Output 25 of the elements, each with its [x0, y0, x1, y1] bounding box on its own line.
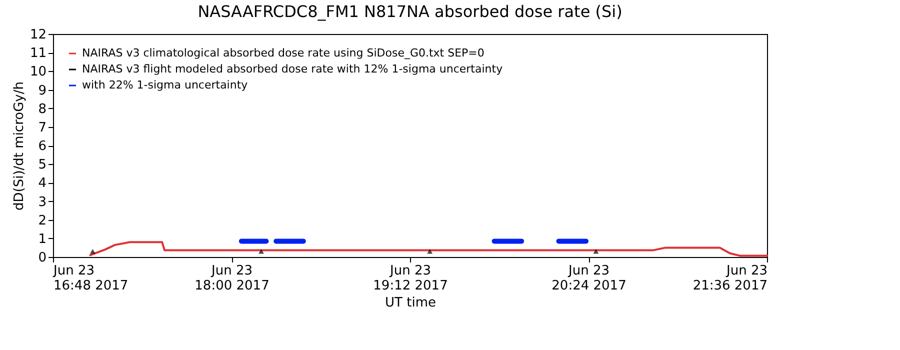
y-tick-label: 4	[38, 176, 46, 192]
x-tick-label: Jun 23 18:00 2017	[194, 264, 270, 294]
y-tick-label: 8	[38, 102, 46, 117]
x-tick-label: Jun 23 16:48 2017	[52, 264, 128, 294]
y-tick-label: 2	[38, 213, 46, 228]
x-tick-label: Jun 23 21:36 2017	[692, 264, 768, 294]
y-tick-label: 10	[30, 64, 46, 80]
x-tick-label: Jun 23 19:12 2017	[373, 264, 448, 294]
x-tick-label: Jun 23 20:24 2017	[552, 264, 626, 294]
y-tick-label: 1	[38, 232, 46, 247]
y-tick-label: 6	[38, 139, 46, 154]
chart-title: NASAAFRCDC8_FM1 N817NA absorbed dose rate (Si)	[198, 2, 622, 21]
legend-label: NAIRAS v3 climatological absorbed dose rate using SiDose_G0.txt SEP=0	[82, 46, 484, 60]
y-tick-label: 12	[30, 28, 46, 42]
y-tick-label: 5	[38, 158, 46, 173]
y-tick-label: 11	[30, 46, 46, 62]
x-axis-title: UT time	[385, 296, 436, 310]
y-tick-label: 7	[38, 120, 46, 136]
legend-label: NAIRAS v3 flight modeled absorbed dose rate with 12% 1-sigma uncertainty	[82, 62, 504, 76]
y-tick-label: 9	[38, 83, 46, 98]
line-series	[89, 241, 768, 257]
y-axis-title: dD(Si)/dt microGy/h	[12, 82, 27, 210]
y-tick-label: 0	[38, 250, 46, 266]
y-tick-label: 3	[38, 194, 46, 210]
legend-label: with 22% 1-sigma uncertainty	[82, 78, 248, 92]
